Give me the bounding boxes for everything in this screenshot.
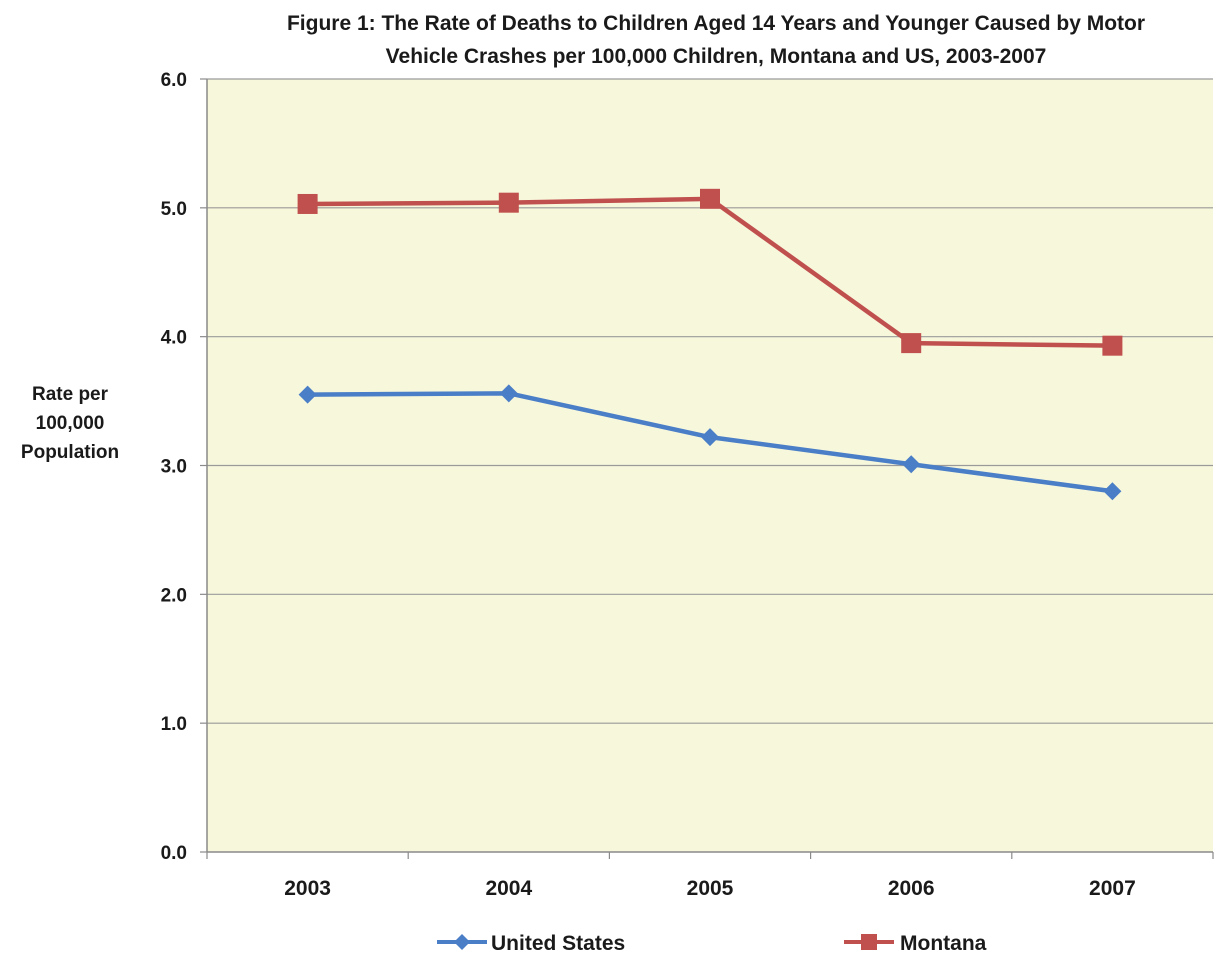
series-united-states (298, 384, 1122, 501)
y-axis-label-line-1: Rate per (32, 384, 109, 405)
y-axis-label-line-3: Population (21, 442, 119, 463)
y-axis-label: Rate per 100,000 Population (21, 384, 119, 463)
data-point-montana (1102, 335, 1123, 356)
data-point-montana (297, 193, 318, 214)
x-tick-label: 2006 (888, 877, 935, 900)
axes (200, 78, 1214, 859)
data-point-united-states (499, 384, 518, 403)
x-tick-labels: 2003 2004 2005 2006 2007 (284, 877, 1136, 900)
data-point-united-states (701, 428, 719, 447)
x-tick-label: 2007 (1089, 877, 1136, 900)
data-point-united-states (1103, 482, 1122, 501)
legend-item-montana: Montana (844, 932, 987, 955)
y-tick-label: 0.0 (161, 843, 187, 864)
x-tick-label: 2003 (284, 877, 331, 900)
legend-item-united-states: United States (437, 932, 625, 955)
x-tick-label: 2004 (485, 877, 532, 900)
legend-label-montana: Montana (900, 932, 987, 955)
y-tick-label: 2.0 (161, 585, 187, 606)
chart-title: Figure 1: The Rate of Deaths to Children… (287, 12, 1145, 68)
legend-label-united-states: United States (491, 932, 625, 955)
series (297, 188, 1123, 501)
y-tick-label: 5.0 (161, 199, 187, 220)
chart-title-line-1: Figure 1: The Rate of Deaths to Children… (287, 12, 1145, 35)
data-point-montana (700, 188, 720, 209)
y-axis-label-line-2: 100,000 (36, 413, 105, 434)
y-tick-label: 4.0 (161, 328, 187, 349)
legend-marker-montana (861, 934, 877, 950)
data-point-united-states (902, 455, 921, 474)
y-tick-label: 6.0 (161, 70, 187, 91)
chart-title-line-2: Vehicle Crashes per 100,000 Children, Mo… (386, 45, 1047, 68)
data-point-montana (901, 333, 922, 354)
data-point-united-states (298, 385, 317, 404)
series-montana (297, 188, 1123, 356)
y-tick-labels: 0.0 1.0 2.0 3.0 4.0 5.0 6.0 (161, 70, 187, 864)
gridlines (207, 78, 1213, 724)
data-point-montana (498, 192, 519, 213)
x-tick-label: 2005 (687, 877, 734, 900)
legend-marker-united-states (454, 934, 470, 950)
legend: United States Montana (437, 932, 987, 955)
y-tick-label: 1.0 (161, 714, 187, 735)
y-tick-label: 3.0 (161, 457, 187, 478)
